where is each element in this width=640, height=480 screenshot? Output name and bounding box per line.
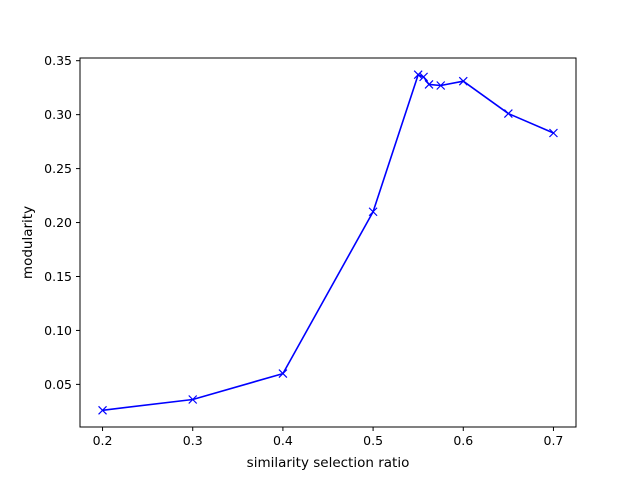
marker-stroke — [98, 405, 107, 415]
y-tick-label: 0.10 — [44, 323, 72, 338]
plot-frame — [79, 57, 577, 428]
marker-stroke — [188, 395, 198, 404]
marker-stroke — [503, 109, 513, 118]
y-tick-label: 0.20 — [44, 215, 72, 230]
x-tick-label: 0.4 — [273, 433, 293, 448]
data-point-marker — [368, 207, 378, 217]
marker-stroke — [368, 207, 378, 217]
data-point-marker — [413, 70, 423, 80]
x-tick-label: 0.5 — [363, 433, 383, 448]
marker-stroke — [413, 70, 423, 80]
x-axis-label: similarity selection ratio — [247, 455, 410, 471]
marker-stroke — [419, 72, 429, 82]
y-axis-label: modularity — [20, 206, 36, 279]
data-point-marker — [458, 76, 468, 86]
marker-stroke — [458, 76, 468, 86]
marker-stroke — [278, 369, 288, 379]
data-point-marker — [436, 81, 446, 90]
data-point-marker — [188, 395, 198, 404]
plot-area — [80, 58, 576, 427]
x-tick-label: 0.7 — [544, 433, 564, 448]
x-tick-label: 0.6 — [453, 433, 473, 448]
y-axis-ticks: 0.05 0.10 0.15 0.20 0.25 0.30 0.35 — [44, 53, 80, 392]
marker-stroke — [549, 128, 558, 138]
data-point-marker — [419, 72, 429, 82]
data-point-marker — [424, 80, 434, 89]
y-tick-label: 0.30 — [44, 107, 72, 122]
x-axis-ticks: 0.2 0.3 0.4 0.5 0.6 0.7 — [93, 427, 564, 448]
x-tick-label: 0.2 — [93, 433, 113, 448]
marker-stroke — [436, 81, 446, 90]
data-point-marker — [98, 405, 107, 415]
data-point-marker — [549, 128, 558, 138]
y-tick-label: 0.25 — [44, 161, 72, 176]
series-layer — [98, 70, 558, 415]
data-point-marker — [503, 109, 513, 118]
marker-stroke — [424, 80, 434, 89]
y-tick-label: 0.15 — [44, 269, 72, 284]
y-tick-label: 0.05 — [44, 377, 72, 392]
data-point-marker — [278, 369, 288, 379]
y-tick-label: 0.35 — [44, 53, 72, 68]
x-tick-label: 0.3 — [183, 433, 203, 448]
